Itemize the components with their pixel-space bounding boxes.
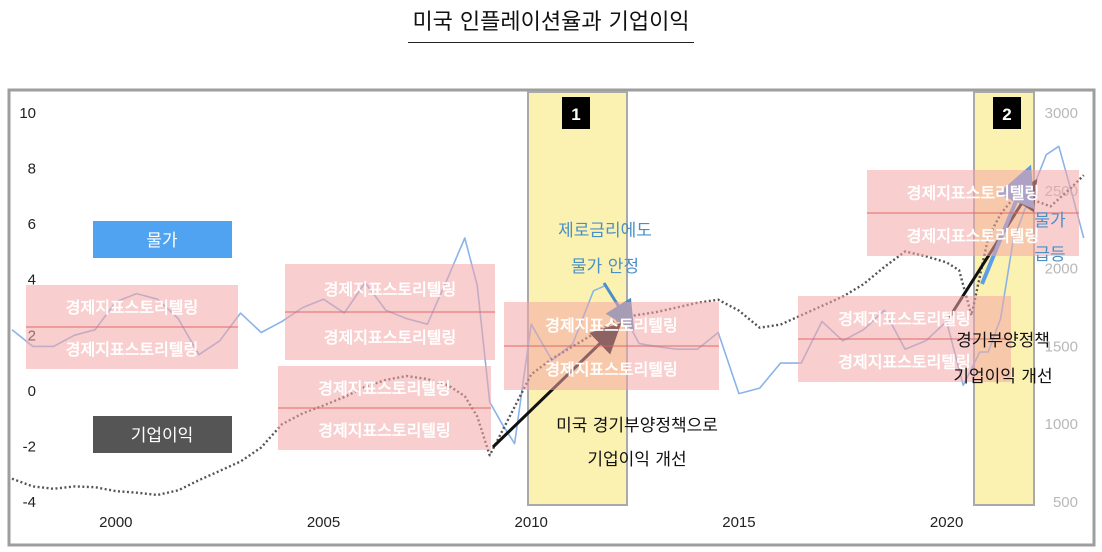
x-axis-ticks: 2000 2005 2010 2015 2020 (99, 514, 963, 531)
left-tick-label: 8 (28, 161, 36, 178)
watermark-text: 경제지표스토리텔링 (838, 310, 970, 329)
annotation-surge-line-1: 물가 (1034, 211, 1066, 231)
watermark-text: 경제지표스토리텔링 (318, 421, 450, 440)
left-tick-label: -4 (23, 494, 36, 511)
annotation-surge-line-2: 급등 (1034, 245, 1065, 265)
right-tick-label: 500 (1053, 494, 1078, 511)
watermark-layer: 경제지표스토리텔링경제지표스토리텔링경제지표스토리텔링경제지표스토리텔링경제지표… (26, 170, 1079, 450)
watermark-text: 경제지표스토리텔링 (907, 184, 1039, 203)
watermark-text: 경제지표스토리텔링 (66, 340, 198, 359)
legend-profit-swatch (93, 416, 232, 453)
x-tick-label: 2005 (307, 514, 340, 531)
legend-inflation-swatch (93, 221, 232, 258)
watermark-text: 경제지표스토리텔링 (907, 227, 1039, 246)
chart-title-text: 미국 인플레이션율과 기업이익 (408, 4, 694, 43)
left-tick-label: 0 (28, 383, 36, 400)
left-tick-label: -2 (23, 438, 36, 455)
badge-1 (562, 97, 590, 129)
watermark-text: 경제지표스토리텔링 (545, 316, 677, 335)
right-tick-label: 1500 (1045, 338, 1078, 355)
x-tick-label: 2020 (930, 514, 963, 531)
watermark-text: 경제지표스토리텔링 (324, 280, 456, 299)
annotation-zero-rate-line-1: 제로금리에도 (558, 221, 652, 241)
badge-2-label: 2 (1002, 105, 1011, 124)
annotation-policy-1-line-2: 기업이익 개선 (587, 450, 686, 470)
chart-title: 미국 인플레이션율과 기업이익 (0, 4, 1102, 43)
legend-profit-label: 기업이익 (131, 426, 194, 446)
badge-2 (993, 97, 1021, 129)
watermark-text: 경제지표스토리텔링 (545, 360, 677, 379)
annotation-policy-1-line-1: 미국 경기부양정책으로 (556, 416, 718, 436)
badge-1-label: 1 (571, 105, 580, 124)
x-tick-label: 2010 (515, 514, 548, 531)
watermark-text: 경제지표스토리텔링 (318, 379, 450, 398)
legend-inflation-label: 물가 (146, 231, 178, 251)
annotation-policy-2-line-2: 기업이익 개선 (953, 367, 1052, 387)
left-tick-label: 4 (28, 272, 36, 289)
right-tick-label: 3000 (1045, 105, 1078, 122)
annotation-policy-2-line-1: 경기부양정책 (956, 331, 1050, 351)
annotation-zero-rate-line-2: 물가 안정 (571, 257, 639, 277)
left-tick-label: 10 (19, 105, 36, 122)
left-axis-ticks: 1086420-2-4 (19, 105, 36, 511)
watermark-text: 경제지표스토리텔링 (838, 353, 970, 372)
x-tick-label: 2000 (99, 514, 132, 531)
right-tick-label: 1000 (1045, 416, 1078, 433)
right-tick-label: 2000 (1045, 261, 1078, 278)
watermark-text: 경제지표스토리텔링 (66, 298, 198, 317)
x-tick-label: 2015 (722, 514, 755, 531)
watermark-text: 경제지표스토리텔링 (324, 328, 456, 347)
left-tick-label: 6 (28, 216, 36, 233)
